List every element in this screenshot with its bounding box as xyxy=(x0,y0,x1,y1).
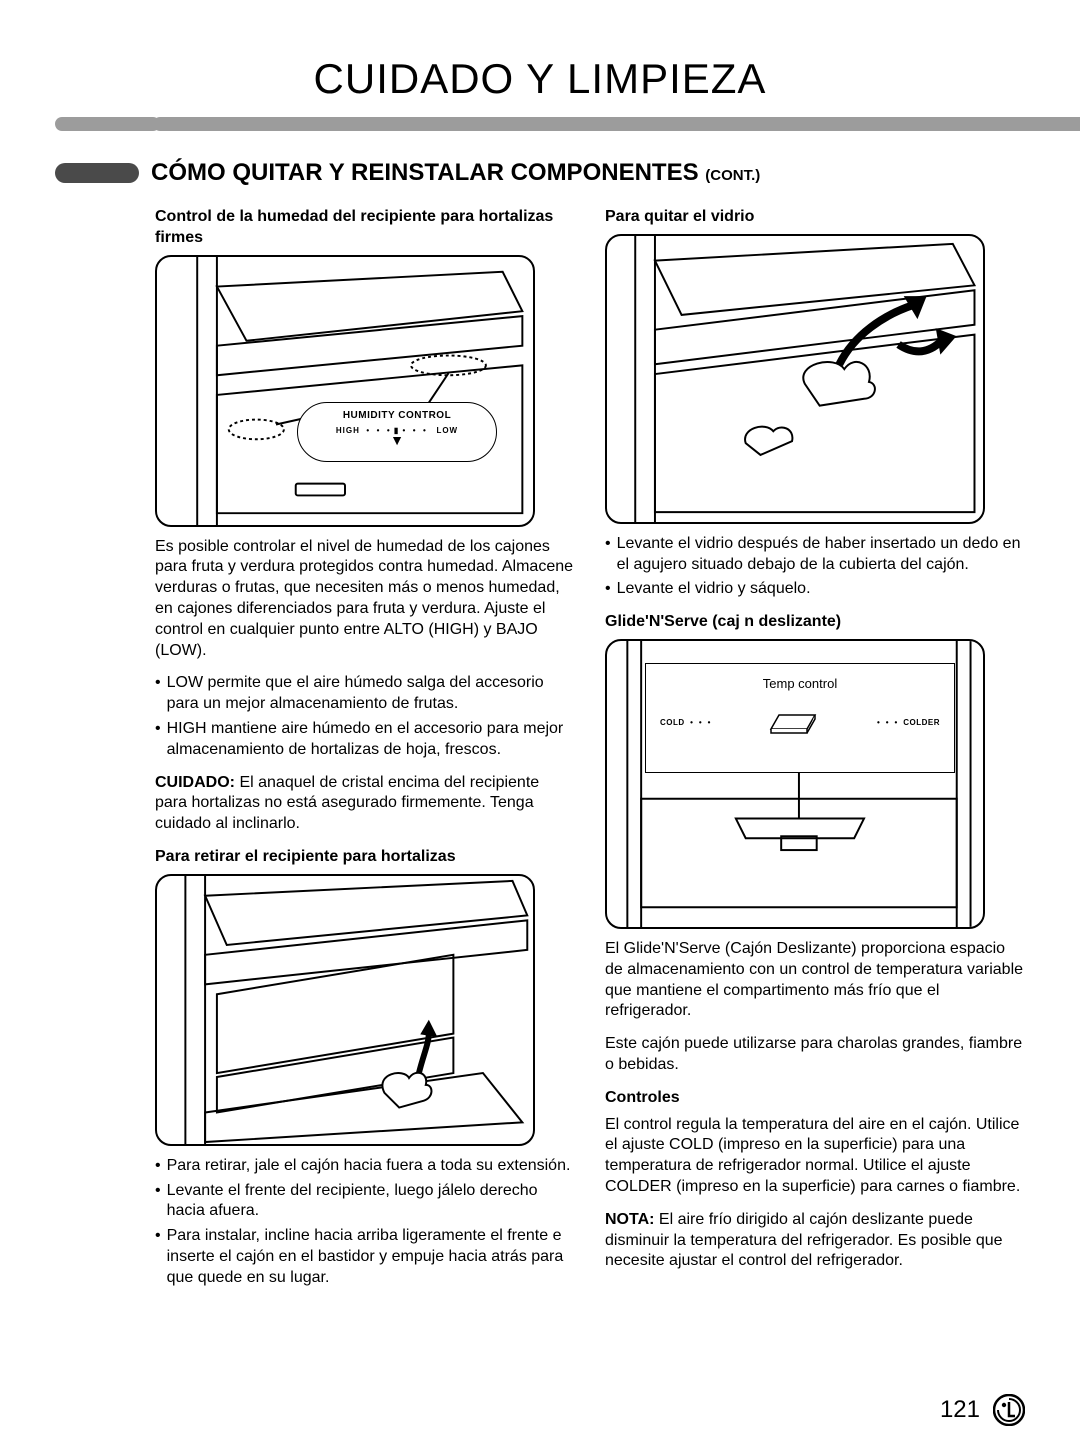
section-header: CÓMO QUITAR Y REINSTALAR COMPONENTES (CO… xyxy=(151,159,760,187)
glide-n-serve-illustration: Temp control COLD • • • • • • COLDER xyxy=(605,639,985,929)
list-item: •Para retirar, jale el cajón hacia fuera… xyxy=(155,1156,575,1177)
right-sub2: Glide'N'Serve (caj n deslizante) xyxy=(605,612,1025,633)
right-sub3: Controles xyxy=(605,1088,1025,1109)
list-item: •HIGH mantiene aire húmedo en el accesor… xyxy=(155,719,575,761)
left-bullets2: •Para retirar, jale el cajón hacia fuera… xyxy=(155,1156,575,1289)
remove-crisper-illustration xyxy=(155,874,535,1146)
header-rule xyxy=(0,117,1080,131)
left-column: Control de la humedad del recipiente par… xyxy=(155,207,575,1301)
temp-cold: COLD • • • xyxy=(660,718,711,728)
list-item: •Levante el vidrio después de haber inse… xyxy=(605,534,1025,576)
list-item: •LOW permite que el aire húmedo salga de… xyxy=(155,673,575,715)
left-sub2: Para retirar el recipiente para hortaliz… xyxy=(155,847,575,868)
humidity-callout: HUMIDITY CONTROL HIGH • • • ▮ • • • LOW … xyxy=(297,402,497,462)
list-item: •Levante el vidrio y sáquelo. xyxy=(605,579,1025,600)
note-text: El aire frío dirigido al cajón deslizant… xyxy=(605,1211,1003,1270)
temp-callout: Temp control COLD • • • • • • COLDER xyxy=(645,663,955,773)
page-title: CUIDADO Y LIMPIEZA xyxy=(0,55,1080,103)
section-bullet xyxy=(55,163,139,183)
right-para2: Este cajón puede utilizarse para charola… xyxy=(605,1034,1025,1076)
humidity-control-illustration: HUMIDITY CONTROL HIGH • • • ▮ • • • LOW … xyxy=(155,255,535,527)
left-para1: Es posible controlar el nivel de humedad… xyxy=(155,537,575,662)
temp-label: Temp control xyxy=(646,676,954,693)
section-header-main: CÓMO QUITAR Y REINSTALAR COMPONENTES xyxy=(151,159,705,186)
caution-lead: CUIDADO: xyxy=(155,774,235,791)
humidity-high: HIGH xyxy=(336,426,360,435)
left-bullets1: •LOW permite que el aire húmedo salga de… xyxy=(155,673,575,760)
temp-colder: • • • COLDER xyxy=(877,718,940,728)
note-lead: NOTA: xyxy=(605,1211,654,1228)
right-para1: El Glide'N'Serve (Cajón Deslizante) prop… xyxy=(605,939,1025,1022)
list-item: •Levante el frente del recipiente, luego… xyxy=(155,1181,575,1223)
left-caution: CUIDADO: El anaquel de cristal encima de… xyxy=(155,773,575,835)
right-sub1: Para quitar el vidrio xyxy=(605,207,1025,228)
page-number: 121 xyxy=(940,1396,980,1424)
list-item: •Para instalar, incline hacia arriba lig… xyxy=(155,1226,575,1288)
humidity-label: HUMIDITY CONTROL xyxy=(298,409,496,422)
humidity-arrow: ▼ xyxy=(298,436,496,444)
remove-glass-illustration xyxy=(605,234,985,524)
section-header-cont: (CONT.) xyxy=(705,167,760,184)
temp-lever xyxy=(769,711,819,735)
right-note: NOTA: El aire frío dirigido al cajón des… xyxy=(605,1210,1025,1272)
right-bullets1: •Levante el vidrio después de haber inse… xyxy=(605,534,1025,600)
section-header-row: CÓMO QUITAR Y REINSTALAR COMPONENTES (CO… xyxy=(0,159,1080,187)
right-column: Para quitar el vidrio xyxy=(605,207,1025,1301)
humidity-low: LOW xyxy=(436,426,458,435)
right-para3: El control regula la temperatura del air… xyxy=(605,1115,1025,1198)
left-sub1: Control de la humedad del recipiente par… xyxy=(155,207,575,249)
